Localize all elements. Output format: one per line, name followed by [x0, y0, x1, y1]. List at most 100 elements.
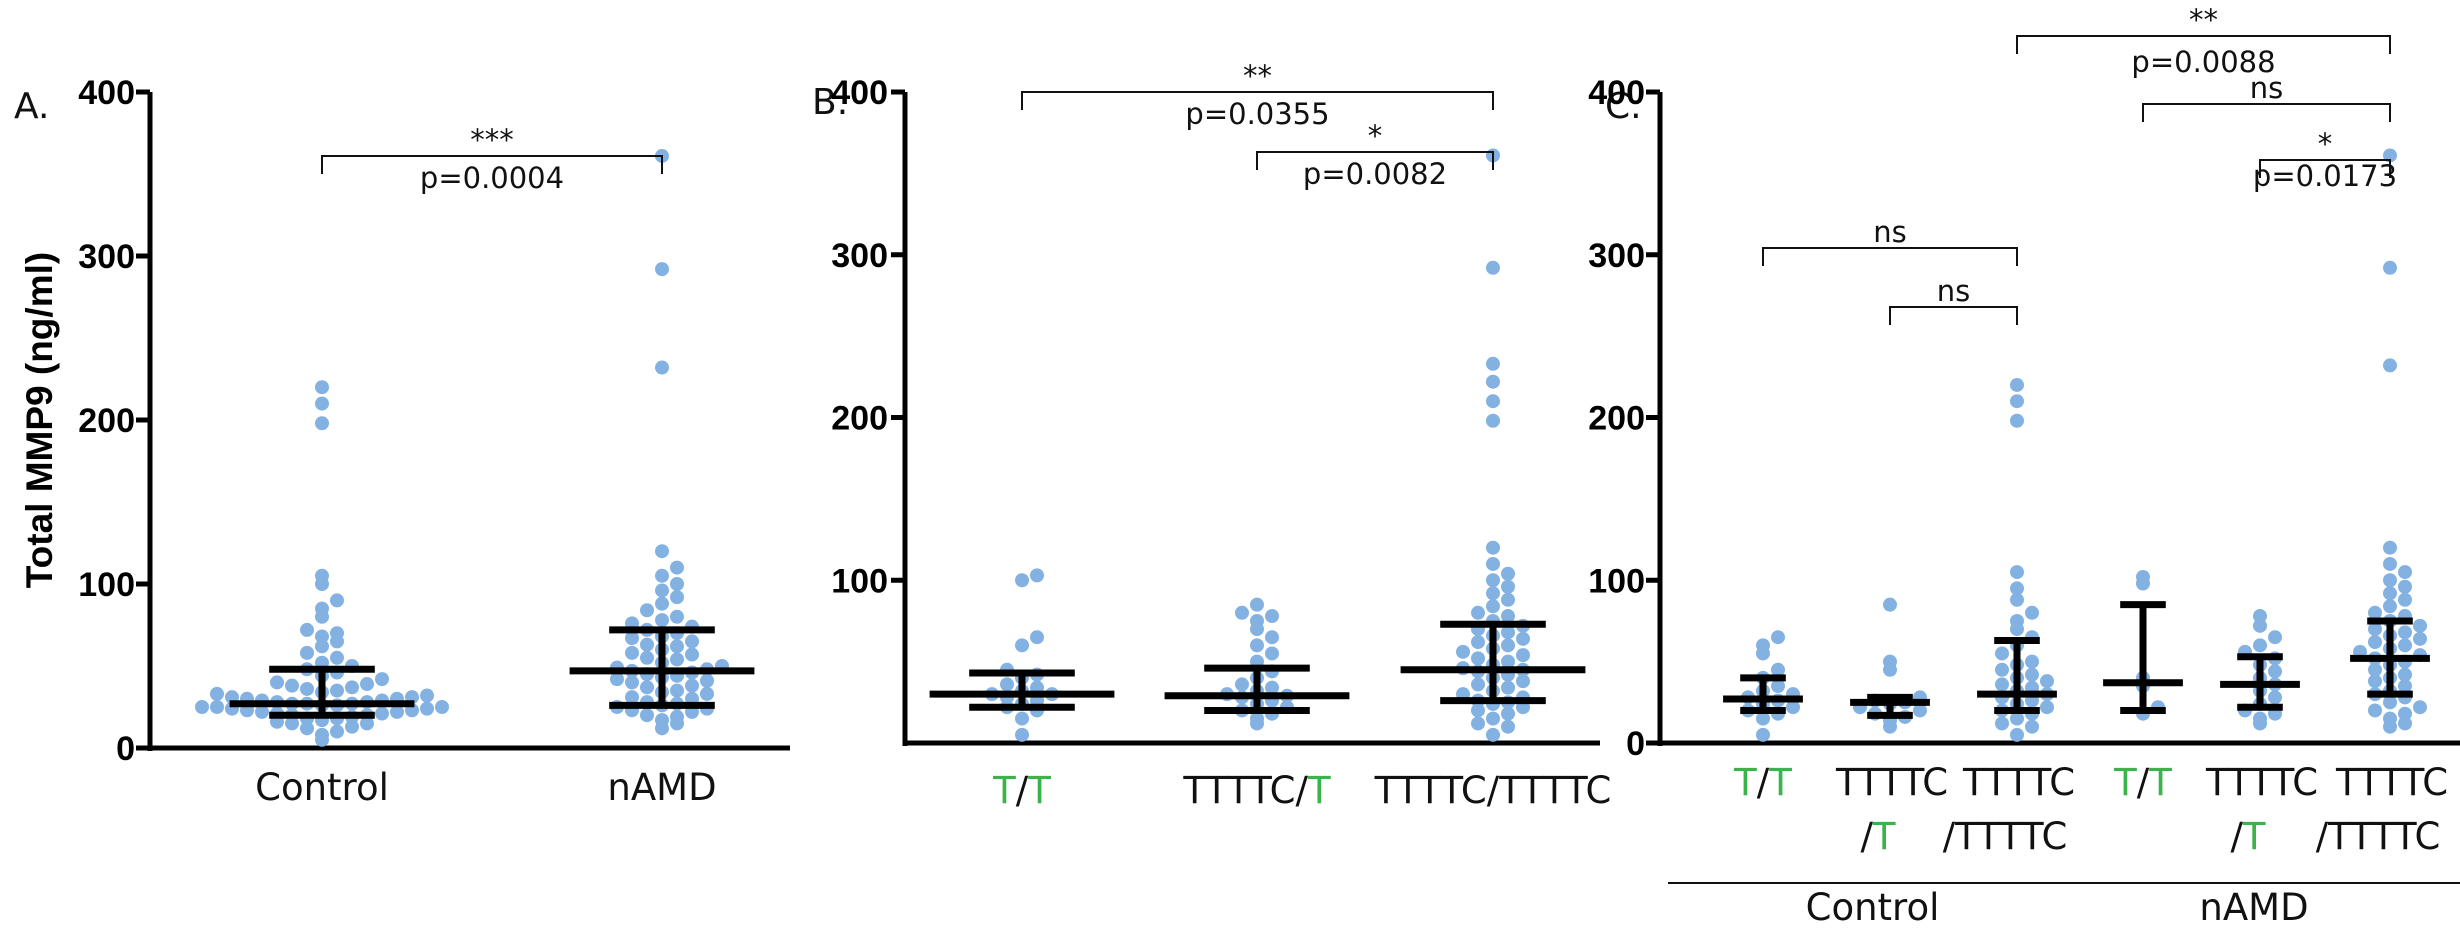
- p-value-label: p=0.0004: [420, 161, 564, 195]
- x-tick-label: /T: [2230, 815, 2265, 858]
- data-point: [315, 568, 329, 583]
- data-point: [375, 672, 389, 687]
- data-point: [315, 727, 329, 742]
- x-tick-label: T/T: [992, 769, 1051, 812]
- data-point: [315, 416, 329, 431]
- data-point: [640, 680, 654, 695]
- data-point: [2010, 581, 2024, 596]
- data-point: [330, 724, 344, 739]
- data-point: [315, 629, 329, 644]
- data-point: [640, 650, 654, 665]
- data-point: [1000, 677, 1014, 692]
- data-point: [2025, 667, 2039, 682]
- x-tick-label: /TTTTC: [1943, 815, 2068, 858]
- data-point: [1771, 662, 1785, 677]
- data-point: [2413, 700, 2427, 715]
- data-point: [1995, 646, 2009, 661]
- significance-marker: *: [1368, 119, 1383, 153]
- data-point: [625, 645, 639, 660]
- data-point: [330, 650, 344, 665]
- data-point: [300, 681, 314, 696]
- data-point: [1471, 677, 1485, 692]
- data-point: [625, 675, 639, 690]
- x-tick-label: TTTTC: [2335, 761, 2448, 804]
- data-point: [1501, 592, 1515, 607]
- data-point: [1756, 638, 1770, 653]
- data-point: [1250, 638, 1264, 653]
- data-point: [2253, 618, 2267, 633]
- data-point: [2253, 638, 2267, 653]
- data-point: [1771, 630, 1785, 645]
- significance-bracket: [321, 155, 663, 174]
- data-point: [435, 700, 449, 714]
- data-point: [1786, 700, 1800, 715]
- data-point: [345, 719, 359, 734]
- data-point: [670, 683, 684, 698]
- data-point: [1486, 586, 1500, 601]
- data-point: [2368, 635, 2382, 650]
- data-point: [2383, 599, 2397, 614]
- y-tick-label: 100: [78, 566, 135, 604]
- y-tick-label: 400: [831, 74, 888, 112]
- data-point: [700, 686, 714, 701]
- y-tick-label: 300: [1588, 237, 1645, 275]
- data-point: [2398, 706, 2412, 721]
- y-tick-label: 400: [1588, 74, 1645, 112]
- x-tick-label: TTTTC/TTTTC: [1374, 769, 1612, 812]
- data-point: [1501, 638, 1515, 653]
- data-point: [195, 700, 209, 714]
- data-point: [1265, 630, 1279, 645]
- panel-b: B. 100 200 300 400 T/T TTTTC/T TTTTC/TTTTC ** p=…: [812, 59, 1611, 812]
- data-point: [1486, 374, 1500, 389]
- data-point: [1486, 556, 1500, 571]
- data-point: [1456, 644, 1470, 659]
- data-point: [2398, 592, 2412, 607]
- data-point: [625, 690, 639, 705]
- data-point: [2383, 148, 2397, 163]
- data-point: [670, 577, 684, 591]
- data-point: [1756, 711, 1770, 726]
- data-point: [2010, 727, 2024, 742]
- data-point: [2010, 592, 2024, 607]
- y-tick-label: 100: [1588, 562, 1645, 600]
- data-point: [640, 603, 654, 618]
- y-tick-label: 0: [116, 730, 135, 768]
- data-point: [2398, 679, 2412, 694]
- data-point: [655, 544, 669, 559]
- p-value-label: p=0.0088: [2131, 45, 2275, 79]
- group-label: nAMD: [2199, 886, 2308, 929]
- data-point: [1015, 573, 1029, 588]
- data-point: [330, 683, 344, 698]
- data-point: [2010, 413, 2024, 428]
- x-tick-label: TTTTC/T: [1182, 769, 1331, 812]
- data-point: [1250, 613, 1264, 628]
- data-point: [1913, 703, 1927, 718]
- data-point: [1756, 727, 1770, 742]
- data-point: [1250, 711, 1264, 726]
- data-point: [210, 700, 224, 714]
- y-axis-label: Total MMP9 (ng/ml): [19, 252, 60, 588]
- significance-bracket: [1762, 247, 2018, 266]
- significance-marker: ns: [1937, 274, 1971, 308]
- data-point: [2368, 605, 2382, 620]
- x-tick-label: /TTTTC: [2316, 815, 2441, 858]
- data-point: [2368, 662, 2382, 677]
- data-point: [1265, 680, 1279, 695]
- data-point: [315, 601, 329, 616]
- data-point: [2136, 569, 2150, 584]
- data-point: [2368, 703, 2382, 718]
- data-point: [1501, 625, 1515, 640]
- data-point: [1771, 679, 1785, 694]
- significance-bracket: [1021, 91, 1494, 110]
- data-point: [2383, 556, 2397, 571]
- data-point: [655, 613, 669, 628]
- data-point: [2383, 586, 2397, 601]
- data-point: [2383, 260, 2397, 275]
- data-point: [2025, 605, 2039, 620]
- data-point: [255, 704, 269, 719]
- data-point: [210, 686, 224, 701]
- data-point: [1501, 579, 1515, 594]
- data-point: [1486, 599, 1500, 614]
- data-point: [315, 396, 329, 411]
- data-point: [1883, 597, 1897, 612]
